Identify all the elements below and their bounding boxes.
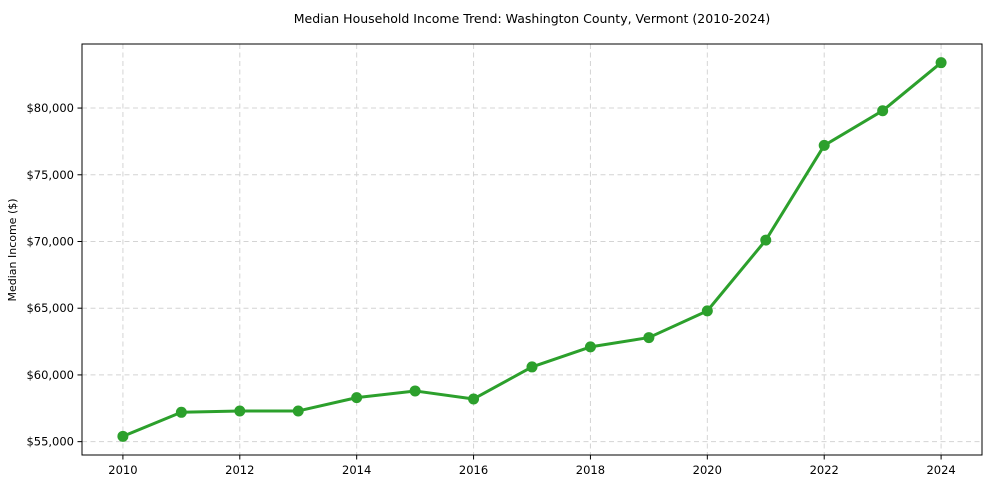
chart-title: Median Household Income Trend: Washingto… [294,11,771,26]
data-point-2012 [234,405,246,417]
x-tick-label: 2016 [459,463,488,477]
data-point-2014 [351,392,363,404]
y-tick-label: $80,000 [26,101,74,115]
x-tick-label: 2018 [576,463,605,477]
data-point-2010 [117,430,129,442]
data-point-2023 [877,105,889,117]
x-tick-label: 2022 [810,463,839,477]
data-point-2017 [526,361,538,373]
y-tick-label: $60,000 [26,368,74,382]
plot-frame [81,43,983,456]
data-point-2024 [935,57,947,69]
series-layer [117,57,947,442]
data-point-2019 [643,332,655,344]
plot-area [82,44,982,455]
data-point-2016 [468,393,480,405]
data-point-2013 [292,405,304,417]
x-tick-label: 2020 [693,463,722,477]
y-tick-label: $70,000 [26,234,74,248]
tick-layer: $55,000 $60,000 $65,000 $70,000 $75,000 $80,0… [26,101,955,477]
x-tick-label: 2010 [108,463,137,477]
y-axis-label: Median Income ($) [6,198,19,301]
data-point-2018 [584,341,596,353]
x-tick-label: 2012 [225,463,254,477]
x-tick-label: 2014 [342,463,371,477]
data-point-2015 [409,385,421,397]
data-point-2022 [818,139,830,151]
y-tick-label: $75,000 [26,168,74,182]
data-point-2011 [175,406,187,418]
y-tick-label: $65,000 [26,301,74,315]
data-point-2020 [701,305,713,317]
y-tick-label: $55,000 [26,435,74,449]
data-point-2021 [760,234,772,246]
x-tick-label: 2024 [926,463,955,477]
frame-layer [81,43,983,456]
